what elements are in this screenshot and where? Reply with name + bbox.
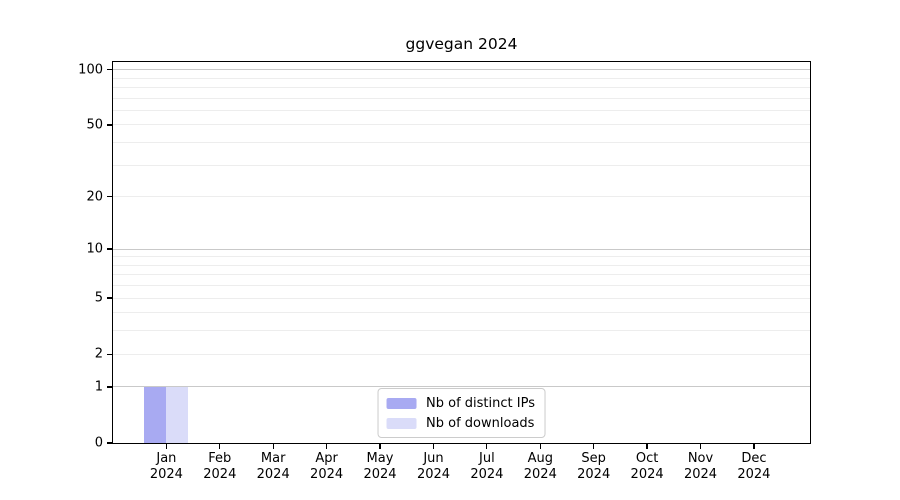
legend-item: Nb of distinct IPs [386,396,535,411]
x-tick-month: Feb [208,451,232,466]
x-tick-month: Oct [635,451,659,466]
gridline-minor [113,274,810,276]
x-tick [272,443,274,449]
y-tick-label: 20 [86,189,103,205]
gridline-minor [113,312,810,314]
x-tick-label: Jul 2024 [470,451,503,482]
x-tick [486,443,488,449]
x-tick-month: Jul [479,451,495,466]
x-tick [165,443,168,449]
bar-downloads [166,386,189,443]
x-tick-month: Jun [423,451,444,466]
x-tick-year: 2024 [523,466,557,482]
x-tick-label: Jun 2024 [417,451,450,482]
x-tick-label: Mar 2024 [257,451,290,482]
legend-swatch [386,397,417,409]
x-tick-year: 2024 [470,466,504,482]
y-tick [107,353,113,355]
legend-label: Nb of distinct IPs [426,395,535,411]
y-tick [107,386,113,388]
gridline-minor [113,77,810,79]
x-tick-year: 2024 [203,466,237,482]
x-tick-year: 2024 [310,466,344,482]
gridline-minor [113,256,810,258]
gridline-minor [113,87,810,88]
gridlines-layer [113,62,810,443]
y-tick-label: 1 [94,379,103,395]
x-tick-label: Oct 2024 [631,451,664,482]
bar-distinct-ips [144,386,167,443]
y-tick [107,297,113,299]
bars-layer [113,62,810,443]
x-tick-month: Aug [527,451,553,466]
gridline-minor [113,97,810,99]
legend-label: Nb of downloads [426,415,535,431]
x-tick-year: 2024 [577,466,611,482]
legend: Nb of distinct IPs Nb of downloads [377,388,546,438]
legend-item: Nb of downloads [386,416,535,431]
x-tick-year: 2024 [149,466,183,482]
gridline-major [113,248,810,250]
y-tick-label: 0 [94,435,103,451]
gridline-minor [113,264,810,266]
x-tick [379,443,381,449]
x-tick [593,443,595,449]
gridline-minor [113,297,810,299]
y-tick [107,196,113,198]
y-tick-label: 5 [94,290,103,306]
x-tick-month: Apr [315,451,338,466]
x-tick-month: May [366,451,394,466]
x-tick-year: 2024 [416,466,451,482]
y-tick [107,69,113,71]
y-tick-label: 50 [86,117,103,133]
y-tick-label: 2 [94,346,103,362]
x-tick [539,443,541,449]
x-tick [753,443,755,449]
x-tick [326,443,328,449]
chart-title: ggvegan 2024 [405,35,518,53]
x-tick-month: Jan [156,451,177,466]
y-tick-label: 100 [78,62,103,78]
x-tick [219,443,221,449]
x-tick-month: Mar [260,451,286,466]
x-tick-label: Dec 2024 [737,451,770,482]
legend-swatch [386,417,417,429]
x-tick-year: 2024 [363,466,397,482]
gridline-minor [113,124,810,126]
gridline-major [113,386,810,388]
x-tick-label: Sep 2024 [577,451,610,482]
x-tick-month: Dec [741,451,767,466]
x-tick-label: Feb 2024 [203,451,236,482]
x-tick [432,443,435,449]
gridline-minor [113,109,810,111]
y-tick [107,248,113,250]
gridline-minor [113,353,810,355]
x-tick-year: 2024 [630,466,664,482]
x-tick-year: 2024 [256,466,290,482]
gridline-minor [113,285,810,287]
x-tick [646,443,648,449]
x-tick-year: 2024 [737,466,771,482]
x-tick-label: Apr 2024 [310,451,343,482]
x-tick-label: Jan 2024 [150,451,183,482]
x-tick [699,443,702,449]
gridline-minor [113,196,810,198]
plot-area: Nb of distinct IPs Nb of downloads [112,61,811,444]
x-tick-label: Nov 2024 [684,451,717,482]
x-tick-label: Aug 2024 [524,451,557,482]
y-tick [107,442,113,444]
gridline-minor [113,330,810,332]
gridline-minor [113,142,810,144]
x-tick-year: 2024 [683,466,718,482]
x-tick-month: Nov [687,451,714,466]
gridline-major [113,69,810,71]
gridline-minor [113,164,810,166]
y-tick [107,124,113,126]
x-tick-label: May 2024 [363,451,396,482]
y-tick-label: 10 [86,241,103,257]
x-tick-month: Sep [581,451,606,466]
